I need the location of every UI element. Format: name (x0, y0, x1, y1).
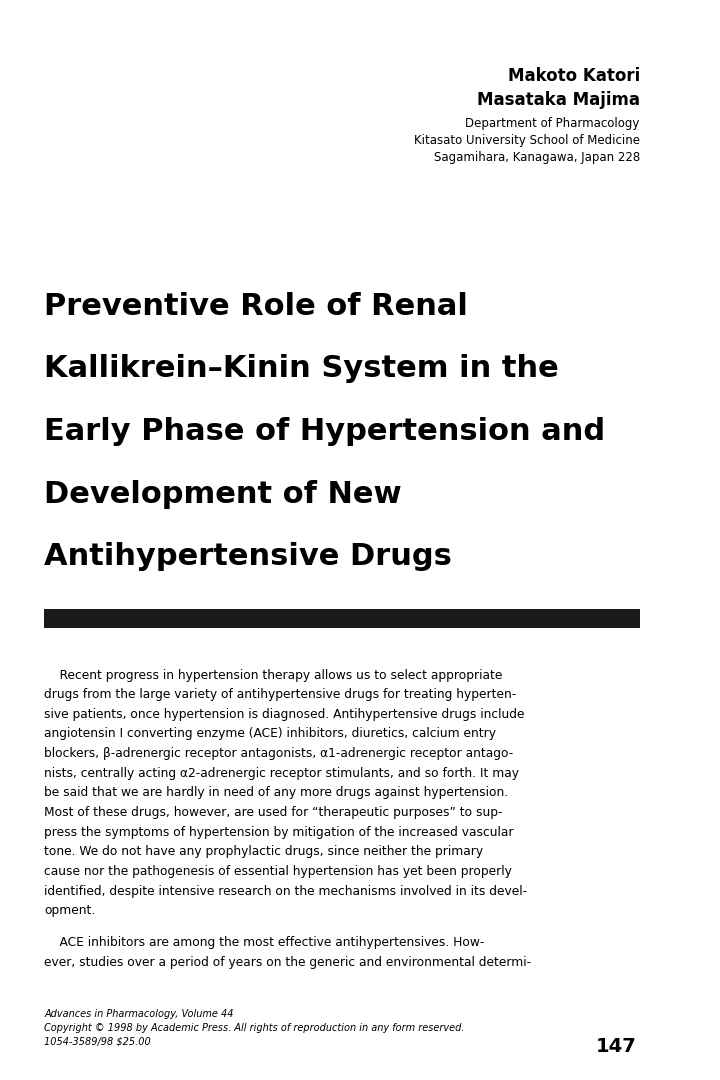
Text: Sagamihara, Kanagawa, Japan 228: Sagamihara, Kanagawa, Japan 228 (433, 151, 640, 164)
Text: cause nor the pathogenesis of essential hypertension has yet been properly: cause nor the pathogenesis of essential … (44, 865, 512, 878)
Text: ever, studies over a period of years on the generic and environmental determi-: ever, studies over a period of years on … (44, 956, 531, 969)
Text: Advances in Pharmacology, Volume 44: Advances in Pharmacology, Volume 44 (44, 1009, 234, 1018)
Text: Masataka Majima: Masataka Majima (477, 91, 640, 109)
Text: Early Phase of Hypertension and: Early Phase of Hypertension and (44, 417, 606, 446)
Text: drugs from the large variety of antihypertensive drugs for treating hyperten-: drugs from the large variety of antihype… (44, 688, 516, 701)
Text: Kitasato University School of Medicine: Kitasato University School of Medicine (414, 134, 640, 147)
Text: Recent progress in hypertension therapy allows us to select appropriate: Recent progress in hypertension therapy … (44, 669, 503, 681)
Text: sive patients, once hypertension is diagnosed. Antihypertensive drugs include: sive patients, once hypertension is diag… (44, 707, 525, 720)
Text: angiotensin I converting enzyme (ACE) inhibitors, diuretics, calcium entry: angiotensin I converting enzyme (ACE) in… (44, 728, 496, 741)
Text: press the symptoms of hypertension by mitigation of the increased vascular: press the symptoms of hypertension by mi… (44, 826, 514, 839)
Text: nists, centrally acting α2-adrenergic receptor stimulants, and so forth. It may: nists, centrally acting α2-adrenergic re… (44, 767, 519, 780)
Text: identified, despite intensive research on the mechanisms involved in its devel-: identified, despite intensive research o… (44, 885, 527, 897)
Text: Department of Pharmacology: Department of Pharmacology (465, 117, 640, 130)
Text: Preventive Role of Renal: Preventive Role of Renal (44, 292, 468, 321)
Text: Makoto Katori: Makoto Katori (508, 67, 640, 85)
Text: Kallikrein–Kinin System in the: Kallikrein–Kinin System in the (44, 354, 559, 383)
Text: ACE inhibitors are among the most effective antihypertensives. How-: ACE inhibitors are among the most effect… (44, 936, 485, 949)
Text: 1054-3589/98 $25.00: 1054-3589/98 $25.00 (44, 1037, 151, 1047)
Text: Antihypertensive Drugs: Antihypertensive Drugs (44, 542, 452, 571)
Text: Copyright © 1998 by Academic Press. All rights of reproduction in any form reser: Copyright © 1998 by Academic Press. All … (44, 1023, 464, 1032)
Text: opment.: opment. (44, 904, 96, 917)
Bar (44, 609, 640, 629)
Text: Development of New: Development of New (44, 480, 402, 509)
Text: be said that we are hardly in need of any more drugs against hypertension.: be said that we are hardly in need of an… (44, 786, 508, 799)
Text: tone. We do not have any prophylactic drugs, since neither the primary: tone. We do not have any prophylactic dr… (44, 846, 483, 859)
Text: blockers, β-adrenergic receptor antagonists, α1-adrenergic receptor antago-: blockers, β-adrenergic receptor antagoni… (44, 747, 513, 760)
Text: Most of these drugs, however, are used for “therapeutic purposes” to sup-: Most of these drugs, however, are used f… (44, 806, 503, 819)
Text: 147: 147 (595, 1037, 636, 1056)
